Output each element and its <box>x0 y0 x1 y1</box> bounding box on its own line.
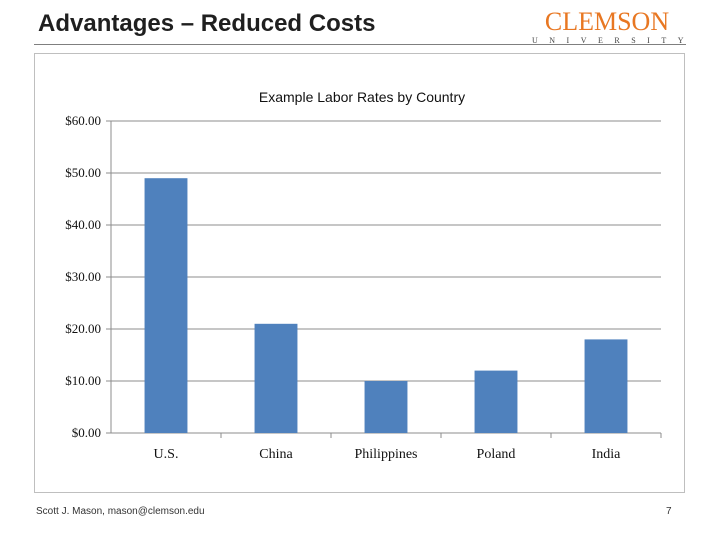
y-tick-label: $10.00 <box>65 373 101 388</box>
logo-wordmark: CLEMSON <box>544 7 670 36</box>
x-tick-label: India <box>592 447 622 462</box>
y-tick-label: $40.00 <box>65 217 101 232</box>
bar <box>144 178 188 433</box>
x-tick-label: China <box>259 447 293 462</box>
page-number: 7 <box>666 506 672 517</box>
bar <box>584 339 628 433</box>
y-tick-label: $0.00 <box>72 425 101 440</box>
x-tick-label: U.S. <box>154 447 179 462</box>
footer-author: Scott J. Mason, mason@clemson.edu <box>36 506 205 517</box>
chart-title: Example Labor Rates by Country <box>259 89 465 105</box>
logo-subtitle: UNIVERSITY <box>532 36 695 45</box>
x-tick-label: Philippines <box>354 447 417 462</box>
title-divider <box>34 44 686 45</box>
clemson-logo: CLEMSON UNIVERSITY <box>532 7 695 46</box>
bar <box>474 370 518 433</box>
bar <box>254 323 298 433</box>
y-tick-label: $50.00 <box>65 165 101 180</box>
x-tick-label: Poland <box>477 447 516 462</box>
y-tick-label: $60.00 <box>65 113 101 128</box>
slide-title: Advantages – Reduced Costs <box>38 10 376 37</box>
chart-frame <box>34 53 685 493</box>
y-tick-label: $20.00 <box>65 321 101 336</box>
bar <box>364 381 408 433</box>
y-tick-label: $30.00 <box>65 269 101 284</box>
